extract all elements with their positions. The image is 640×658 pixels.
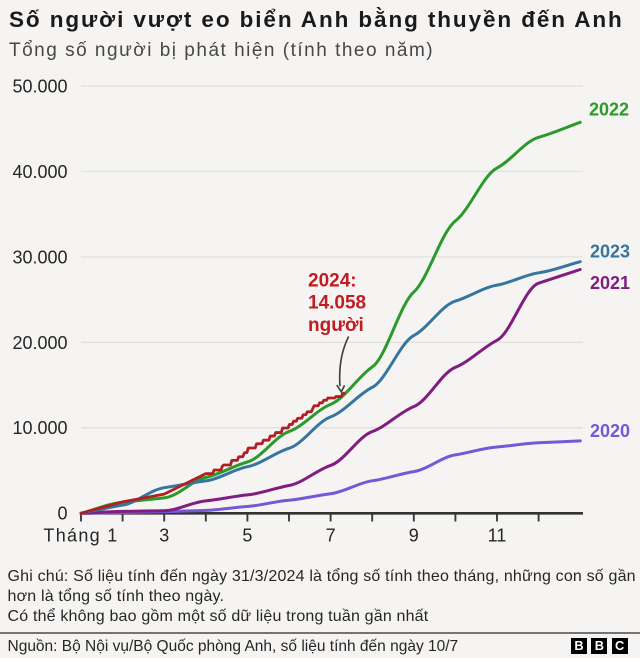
svg-text:0: 0 xyxy=(57,504,67,524)
svg-text:10.000: 10.000 xyxy=(12,418,67,438)
svg-text:40.000: 40.000 xyxy=(12,162,67,182)
svg-text:20.000: 20.000 xyxy=(12,333,67,353)
svg-text:9: 9 xyxy=(409,526,419,546)
svg-text:11: 11 xyxy=(488,526,507,546)
svg-text:Tháng 1: Tháng 1 xyxy=(43,526,118,546)
svg-text:3: 3 xyxy=(159,526,169,546)
svg-text:7: 7 xyxy=(326,526,336,546)
svg-text:14.058: 14.058 xyxy=(308,293,366,314)
svg-text:2024:: 2024: xyxy=(308,271,357,292)
svg-text:50.000: 50.000 xyxy=(12,76,67,96)
svg-text:30.000: 30.000 xyxy=(12,247,67,267)
svg-text:2022: 2022 xyxy=(589,100,629,120)
svg-text:2023: 2023 xyxy=(590,242,630,262)
svg-text:người: người xyxy=(308,315,364,336)
svg-text:5: 5 xyxy=(242,526,252,546)
svg-text:2021: 2021 xyxy=(590,273,630,293)
svg-text:2020: 2020 xyxy=(590,421,630,441)
